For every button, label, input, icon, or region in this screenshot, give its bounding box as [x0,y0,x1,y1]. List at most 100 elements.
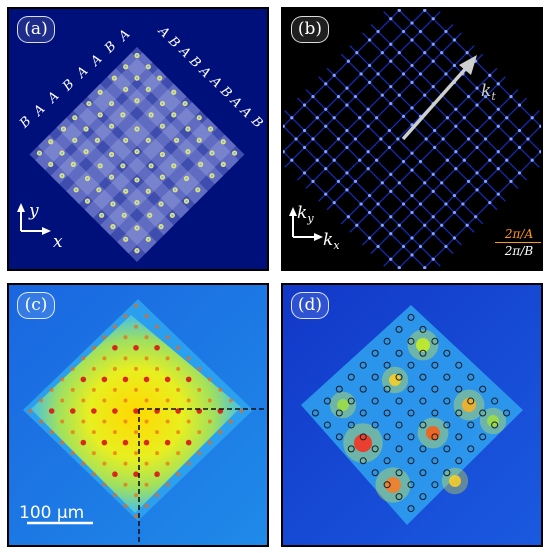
spectral-peak [418,244,423,249]
site-ring [407,385,415,393]
site-ring [371,349,379,357]
intensity-peak [101,376,108,383]
spectral-peak [367,193,372,198]
intensity-peak [80,439,87,446]
site-ring [395,325,403,333]
intensity-peak [185,376,192,383]
spectral-peak [418,29,423,34]
spectral-peak [353,179,358,184]
intensity-peak [123,335,128,340]
intensity-peak [207,377,212,382]
site-ring [311,409,319,417]
spectral-peak [410,168,414,172]
spectral-peak [355,51,359,55]
spectral-peak [379,137,383,141]
spectral-peak [345,145,349,150]
spectral-peak [345,171,349,175]
spectral-peak [380,181,384,185]
site-ring [455,409,463,417]
spectral-peak [423,181,427,185]
spectral-peak [423,266,427,269]
intensity-peak [143,376,150,383]
intensity-peak [134,514,138,519]
site-ring [443,397,451,405]
site-ring [395,421,403,429]
site-ring [371,373,379,381]
site-ring [467,373,475,381]
intensity-peak [81,461,86,466]
spectral-peak [496,192,500,196]
site-ring [347,397,355,405]
spectral-peak [517,128,522,133]
spectral-peak [431,257,435,261]
spectral-peak [496,124,500,128]
spectral-peak [423,223,427,227]
spectral-peak [539,124,541,128]
spectral-peak [454,150,458,154]
site-ring [371,421,379,429]
spectral-peak [475,103,479,107]
site-ring [383,337,391,345]
intensity-peak [144,356,149,361]
intensity-peak [123,419,128,424]
spectral-peak [367,80,372,85]
lattice-schematic [9,9,267,269]
intensity-peak [112,366,117,371]
spectral-peak [324,124,328,128]
intensity-peak [144,461,149,466]
site-ring [383,481,391,489]
site-ring [455,385,463,393]
spectral-peak [509,94,513,99]
spectral-peak [358,158,362,162]
measured-intensity-map [9,285,267,545]
scale-bar-label: 100 µm [19,503,85,523]
spectral-peak [517,171,522,175]
spectral-peak [353,94,358,99]
intensity-peak [197,451,202,456]
intensity-peak [133,344,139,351]
spectral-peak [539,150,541,154]
spectral-peak [452,38,457,42]
spectral-peak [332,158,336,162]
site-ring [467,397,475,405]
intensity-peak [134,324,138,329]
site-ring [443,445,451,453]
site-ring [335,385,343,393]
intensity-peak [186,356,191,361]
spectral-peak [418,160,423,164]
intensity-peak [134,387,138,392]
spectral-peak [324,82,328,86]
site-ring [383,457,391,465]
site-ring [479,385,487,393]
intensity-peak [185,439,192,446]
site-ring [407,313,415,321]
intensity-peak [176,430,181,435]
spectral-peak [397,51,401,55]
site-ring [419,373,427,381]
site-ring [347,445,355,453]
intensity-peak [39,419,44,424]
spectral-peak [336,137,341,141]
spectral-peak [387,128,391,133]
spectral-peak [294,137,298,141]
spectral-peak [488,201,492,205]
spectral-peak [389,59,393,63]
intensity-peak [48,408,55,414]
site-ring [371,397,379,405]
site-ring [467,421,475,429]
site-ring [479,433,487,441]
spectral-peak [401,244,406,249]
kx-label: kx [323,230,340,252]
ratio-denominator: 2π/B [504,244,534,258]
intensity-peak [39,398,44,403]
spectral-peak [431,172,435,176]
intensity-peak [186,461,191,466]
spectral-peak [315,158,319,162]
site-ring [419,445,427,453]
spectral-peak [433,145,437,150]
intensity-peak [155,387,160,392]
hot-spot [449,475,461,487]
spectral-peak [283,150,285,154]
panel-c: (c) 100 µm [7,283,269,547]
intensity-peak [134,493,138,498]
